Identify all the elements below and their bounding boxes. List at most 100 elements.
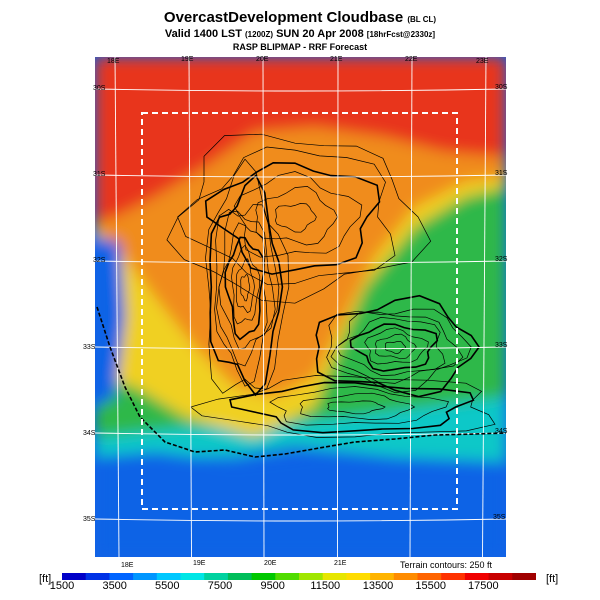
meridian-line (114, 57, 120, 557)
colorbar-swatch (62, 573, 87, 580)
terrain-contour (315, 294, 481, 398)
lat-label-right: 31S (495, 170, 508, 177)
parallel-line (95, 174, 506, 178)
meridian-line (409, 57, 413, 557)
terrain-contour (326, 308, 472, 394)
colorbar-swatch (85, 573, 110, 580)
parallel-line (95, 518, 506, 522)
colorbar-tick-label: 13500 (362, 580, 394, 592)
colorbar-swatch (464, 573, 490, 580)
colorbar-unit-right: [ft] (546, 573, 559, 585)
colorbar-tick-label: 1500 (49, 580, 75, 592)
map-subtitle: RASP BLIPMAP - RRF Forecast (232, 42, 368, 52)
colorbar-swatch (370, 573, 395, 580)
cloudbase-field (95, 57, 506, 557)
colorbar-swatch (227, 573, 253, 580)
colorbar-swatch (417, 573, 442, 580)
colorbar-tick-label: 5500 (155, 580, 180, 592)
parallel-line (95, 346, 506, 350)
colorbar-swatch (204, 573, 229, 580)
valid-time-line: Valid 1400 LST (1200Z) SUN 20 Apr 2008 [… (0, 28, 600, 40)
terrain-contour (224, 236, 265, 341)
lat-label-right: 34S (495, 428, 508, 435)
colorbar-tick-label: 7500 (207, 580, 233, 592)
terrain-contour (255, 186, 338, 246)
lat-label-right: 32S (495, 256, 508, 263)
colorbar-swatch (512, 573, 536, 580)
terrain-contour (240, 274, 251, 302)
meridian-line (262, 57, 265, 557)
terrain-contour (330, 311, 464, 384)
forecast-map-canvas (95, 57, 506, 557)
lat-label-right: 33S (495, 342, 508, 349)
parallel-line (95, 88, 506, 92)
terrain-contour (166, 133, 432, 304)
forecast-hour: [18hrFcst@2330z] (366, 30, 436, 39)
lat-label-left: 32S (93, 257, 106, 264)
lon-label-top: 21E (330, 56, 343, 63)
model-domain-box (141, 112, 458, 510)
meridian-line (482, 57, 487, 557)
lat-label-left: 30S (93, 85, 106, 92)
colorbar-swatch (488, 573, 513, 580)
lat-label-left: 35S (83, 516, 96, 523)
colorbar-tick-label: 9500 (260, 580, 285, 592)
terrain-contour (327, 400, 386, 415)
colorbar-swatch (156, 573, 181, 580)
map-title: OvercastDevelopment Cloudbase (BL CL) (0, 9, 600, 26)
terrain-contour-note: Terrain contours: 250 ft (400, 560, 493, 570)
terrain-contour (233, 171, 363, 258)
terrain-contour (231, 244, 261, 325)
colorbar-swatch (180, 573, 205, 580)
lat-label-right: 30S (495, 84, 508, 91)
title-text: OvercastDevelopment Cloudbase (163, 9, 404, 26)
meridian-line (337, 57, 339, 557)
terrain-contour (349, 323, 439, 372)
lon-label-top: 23E (476, 58, 489, 65)
title-suffix: (BL CL) (407, 15, 437, 24)
graticule (95, 57, 506, 557)
lon-label-bottom: 19E (193, 560, 206, 567)
forecast-map[interactable]: 18E 19E 20E 21E 22E 23E 18E 19E 20E 21E … (83, 56, 508, 569)
colorbar-swatch (299, 573, 324, 580)
coastline (96, 306, 506, 458)
terrain-contour (216, 210, 276, 367)
lon-label-bottom: 18E (121, 562, 134, 569)
terrain-contour (384, 340, 407, 354)
parallel-line (95, 260, 506, 264)
colorbar-swatch (251, 573, 276, 580)
lon-label-bottom: 20E (264, 560, 277, 567)
terrain-contour (214, 204, 280, 387)
lat-label-left: 34S (83, 430, 96, 437)
colorbar-swatch (346, 573, 371, 580)
colorbar-swatch (441, 573, 466, 580)
colorbar (62, 573, 536, 580)
terrain-contour (204, 161, 381, 275)
terrain-contour (299, 392, 416, 420)
colorbar-tick-label: 3500 (102, 580, 127, 592)
valid-date: SUN 20 Apr 2008 (276, 28, 364, 40)
parallel-line (95, 432, 506, 436)
colorbar-tick-label: 11500 (310, 580, 341, 592)
meridian-line (188, 57, 192, 557)
lon-label-top: 18E (107, 58, 120, 65)
lat-label-left: 31S (93, 171, 106, 178)
lon-label-top: 19E (181, 56, 194, 63)
lon-label-top: 20E (256, 56, 269, 63)
terrain-contour (209, 174, 284, 397)
lat-label-left: 33S (83, 344, 96, 351)
valid-time: Valid 1400 LST (164, 28, 242, 40)
lon-label-top: 22E (405, 56, 418, 63)
colorbar-swatch (393, 573, 418, 580)
colorbar-swatch (109, 573, 134, 580)
colorbar-tick-label: 15500 (415, 580, 446, 592)
colorbar-swatch (275, 573, 300, 580)
valid-utc: (1200Z) (245, 30, 274, 39)
colorbar-unit-left: [ft] (39, 573, 52, 585)
terrain-contour (275, 203, 317, 233)
colorbar-tick-label: 17500 (468, 580, 499, 592)
terrain-contour (375, 333, 417, 360)
terrain-contour (177, 146, 396, 286)
lon-label-bottom: 21E (334, 560, 347, 567)
terrain-contour (229, 381, 475, 434)
